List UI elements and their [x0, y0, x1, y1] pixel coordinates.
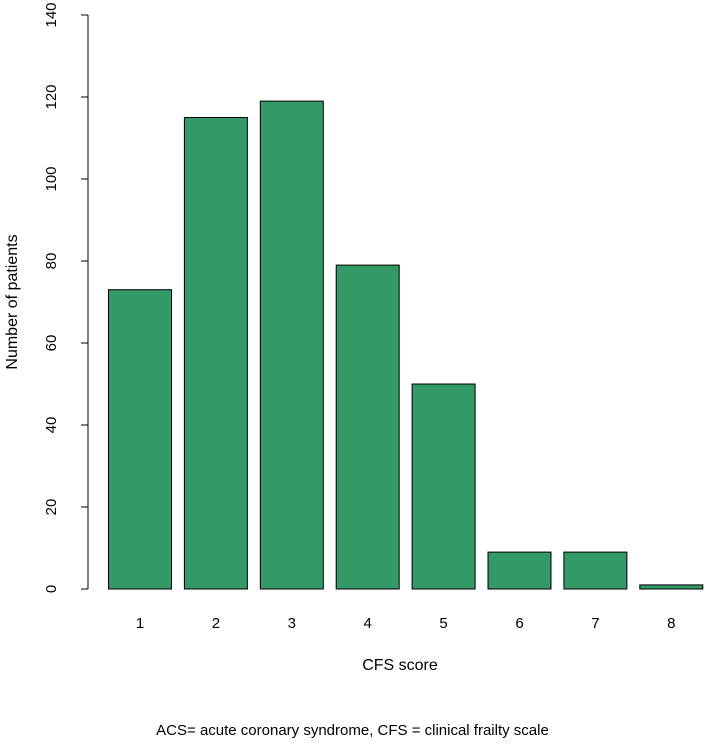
y-tick-label: 100 [43, 166, 60, 191]
y-tick-label: 80 [43, 253, 60, 270]
bar [411, 383, 476, 590]
y-tick-label: 120 [43, 84, 60, 109]
figure-caption: ACS= acute coronary syndrome, CFS = clin… [156, 722, 549, 739]
y-axis-label: Number of patients [4, 234, 21, 369]
x-tick-label: 4 [364, 615, 372, 632]
x-tick-label: 8 [667, 615, 675, 632]
y-tick-label: 0 [43, 585, 60, 593]
x-tick-label: 1 [136, 615, 144, 632]
bars [108, 100, 704, 590]
x-tick-label: 5 [439, 615, 447, 632]
bar [563, 551, 628, 590]
x-tick-label: 6 [515, 615, 523, 632]
x-axis-tick-labels: 1 2 3 4 5 6 7 8 [136, 615, 676, 632]
bar [259, 100, 324, 590]
bar [335, 264, 400, 590]
x-tick-label: 2 [212, 615, 220, 632]
y-axis: 0 20 40 60 80 100 120 140 [43, 2, 89, 593]
x-tick-label: 7 [591, 615, 599, 632]
bar [183, 117, 248, 590]
x-tick-label: 3 [288, 615, 296, 632]
y-tick-label: 40 [43, 417, 60, 434]
y-tick-label: 20 [43, 499, 60, 516]
x-axis-label: CFS score [362, 657, 438, 674]
y-tick-label: 140 [43, 2, 60, 27]
bar [639, 584, 704, 590]
bar [487, 551, 552, 590]
y-tick-label: 60 [43, 335, 60, 352]
bar [108, 289, 172, 590]
